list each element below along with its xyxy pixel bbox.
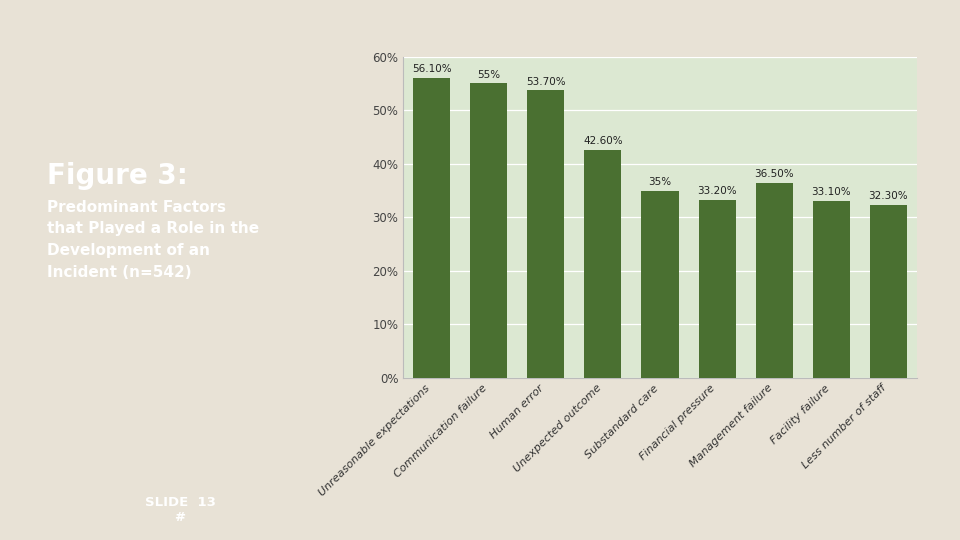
Text: Figure 3:: Figure 3: [47, 162, 187, 190]
Text: 53.70%: 53.70% [526, 77, 565, 87]
Bar [585, 150, 621, 378]
Text: 36.50%: 36.50% [755, 169, 794, 179]
Bar [641, 191, 679, 378]
Bar [813, 201, 850, 378]
Bar [470, 84, 507, 378]
Text: SLIDE  13
#: SLIDE 13 # [145, 496, 215, 524]
Bar [756, 183, 793, 378]
Text: 55%: 55% [477, 70, 500, 80]
Text: 56.10%: 56.10% [412, 64, 451, 74]
Bar [870, 205, 907, 378]
Bar [527, 90, 564, 378]
Bar [413, 78, 450, 378]
Text: 42.60%: 42.60% [583, 136, 623, 146]
Text: 35%: 35% [648, 177, 672, 187]
Text: 33.20%: 33.20% [697, 186, 737, 197]
Text: 32.30%: 32.30% [869, 191, 908, 201]
Bar [699, 200, 735, 378]
Text: Predominant Factors
that Played a Role in the
Development of an
Incident (n=542): Predominant Factors that Played a Role i… [47, 200, 259, 280]
Text: 33.10%: 33.10% [811, 187, 851, 197]
